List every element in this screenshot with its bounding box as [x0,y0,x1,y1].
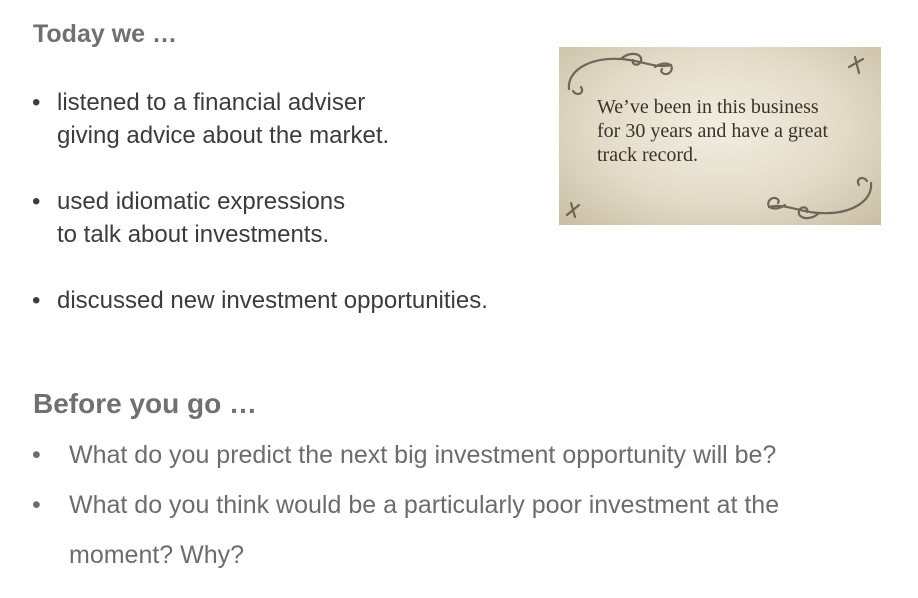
list-item-text: discussed new investment opportunities. [57,287,488,314]
ornament-flourish-icon [565,52,873,220]
bullet-marker: • [32,188,41,215]
list-item-text: to talk about investments. [57,221,330,248]
list-item-text: listened to a financial adviser [57,89,366,116]
quote-card-image: We’ve been in this business for 30 years… [559,47,881,225]
question-text: moment? Why? [69,541,245,569]
question-text: What do you think would be a particularl… [69,491,780,519]
bullet-marker: • [32,491,41,519]
before-heading: Before you go … [33,388,258,419]
list-item-text: used idiomatic expressions [57,188,346,215]
question-text: What do you predict the next big investm… [69,441,777,469]
today-heading: Today we … [33,20,178,48]
quote-line: track record. [597,144,699,166]
quote-text: We’ve been in this business for 30 years… [597,95,877,167]
bullet-marker: • [32,287,41,314]
list-item-text: giving advice about the market. [57,122,390,149]
bullet-marker: • [32,89,41,116]
bullet-marker: • [32,441,41,469]
quote-line: for 30 years and have a great [597,120,828,142]
quote-line: We’ve been in this business [597,96,819,118]
